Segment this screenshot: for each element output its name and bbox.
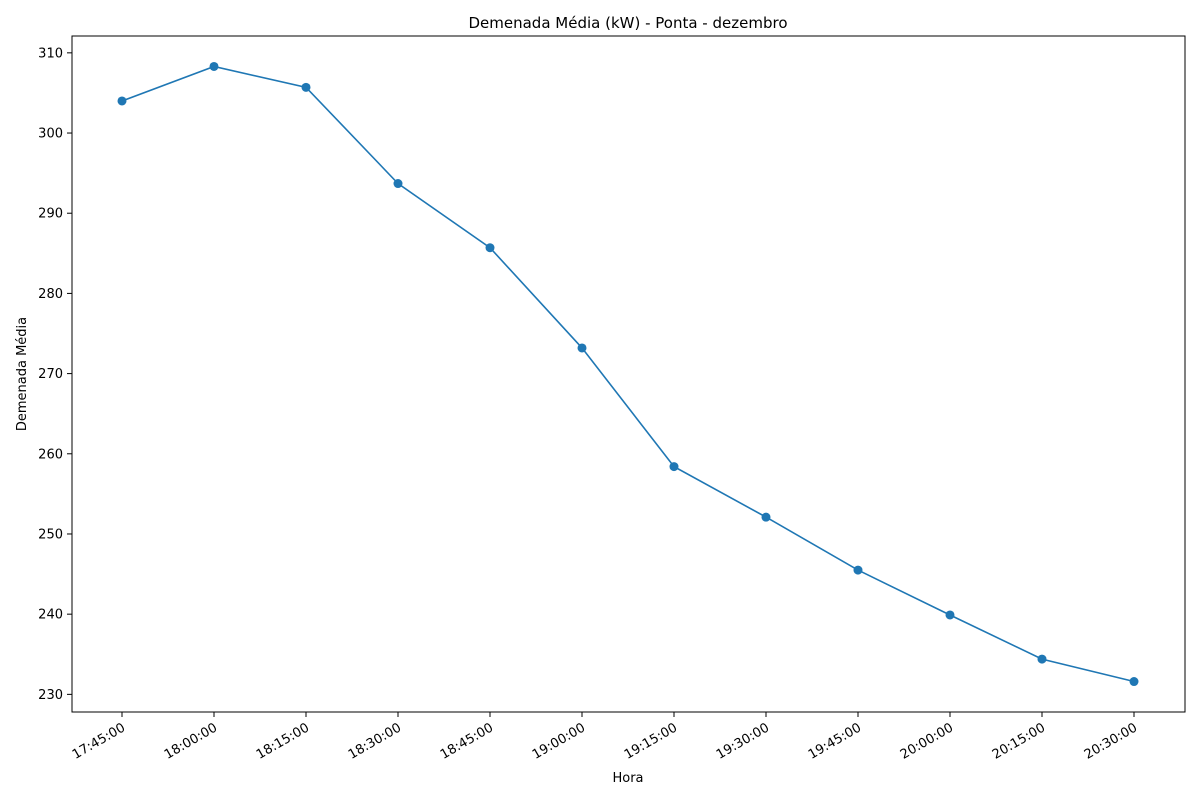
data-point: [1129, 677, 1139, 687]
x-axis-title: Hora: [612, 771, 643, 786]
data-point: [301, 82, 311, 92]
y-tick-label: 240: [38, 608, 63, 623]
y-tick-label: 250: [38, 527, 63, 542]
series-line: [121, 65, 1135, 683]
y-tick-label: 300: [38, 127, 63, 142]
y-tick-label: 290: [38, 207, 63, 222]
data-point: [117, 96, 127, 106]
data-point: [761, 512, 771, 522]
data-point: [853, 565, 863, 575]
y-tick-label: 270: [38, 367, 63, 382]
data-point: [577, 343, 587, 353]
y-tick-label: 310: [38, 46, 63, 61]
y-axis-title: Demenada Média: [15, 317, 30, 431]
data-point: [485, 243, 495, 253]
chart-title: Demenada Média (kW) - Ponta - dezembro: [468, 14, 787, 32]
y-tick-label: 280: [38, 287, 63, 302]
y-tick-label: 230: [38, 688, 63, 703]
data-point: [209, 61, 219, 71]
y-tick-label: 260: [38, 447, 63, 462]
data-point: [669, 462, 679, 472]
data-point: [393, 179, 403, 189]
data-point: [1037, 654, 1047, 664]
data-point: [945, 610, 955, 620]
